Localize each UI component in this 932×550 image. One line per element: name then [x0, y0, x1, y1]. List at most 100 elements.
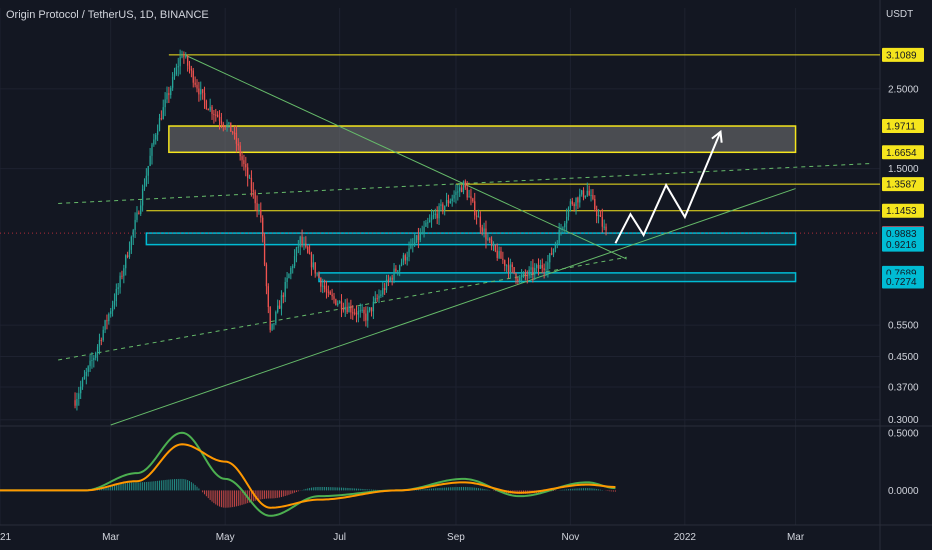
- candle-body: [459, 187, 461, 192]
- price-tick-label: 2.5000: [888, 84, 919, 95]
- candle-body: [254, 191, 256, 204]
- candle-body: [382, 288, 384, 295]
- candle-body: [247, 167, 249, 178]
- candle-body: [256, 203, 258, 211]
- price-tick-label: 1.5000: [888, 164, 919, 175]
- price-level-labels: 3.10891.97111.66541.35871.14530.99230.98…: [882, 47, 924, 289]
- candle-body: [462, 181, 465, 193]
- candle-body: [209, 106, 211, 111]
- candle-body: [353, 312, 356, 314]
- candle-body: [414, 242, 416, 245]
- candle-body: [203, 92, 206, 101]
- candle-body: [213, 113, 215, 115]
- candle-body: [308, 252, 311, 255]
- candle-body: [415, 235, 418, 243]
- candle-body: [586, 190, 588, 196]
- candle-body: [241, 156, 243, 161]
- candle-body: [522, 272, 525, 276]
- candle-body: [284, 282, 286, 297]
- time-tick-label: May: [216, 532, 235, 543]
- time-tick-label: Nov: [562, 532, 580, 543]
- candle-body: [106, 320, 108, 322]
- candle-body: [475, 215, 478, 218]
- time-tick-label: 2021: [0, 532, 12, 543]
- trendline: [185, 54, 627, 260]
- candle-body: [293, 256, 296, 267]
- candle-body: [95, 352, 97, 358]
- candle-body: [526, 275, 528, 277]
- candle-body: [111, 305, 114, 312]
- candle-body: [237, 143, 239, 146]
- time-tick-label: Sep: [447, 532, 465, 543]
- candle-body: [303, 243, 305, 245]
- candle-body: [479, 216, 481, 228]
- candle-body: [554, 244, 557, 249]
- candle-body: [322, 285, 324, 287]
- candle-body: [125, 255, 127, 269]
- candle-body: [327, 291, 330, 293]
- candle-body: [556, 243, 558, 245]
- candle-body: [389, 277, 391, 281]
- support-level-label: 0.7689: [886, 268, 917, 279]
- trendline: [110, 188, 796, 426]
- candle-body: [498, 251, 500, 258]
- candle-body: [374, 298, 376, 302]
- support-level-label: 0.9216: [886, 240, 917, 251]
- candle-body: [260, 209, 262, 218]
- candle-body: [243, 160, 245, 165]
- candle-body: [359, 310, 361, 312]
- candle-body: [113, 301, 116, 306]
- candle-body: [102, 329, 104, 341]
- candle-body: [245, 164, 247, 168]
- candle-body: [596, 209, 598, 217]
- candle-body: [350, 306, 352, 313]
- candle-body: [160, 118, 163, 120]
- candle-body: [156, 131, 159, 135]
- candle-body: [502, 258, 504, 261]
- candle-body: [222, 123, 224, 126]
- candle-body: [143, 185, 146, 189]
- candle-body: [96, 346, 99, 353]
- candle-body: [87, 366, 89, 372]
- candle-body: [81, 379, 84, 387]
- candle-body: [275, 311, 277, 324]
- candle-body: [295, 247, 298, 257]
- macd-tick-label: 0.5000: [888, 428, 919, 439]
- support-zone: [145, 232, 797, 246]
- candle-body: [434, 213, 436, 216]
- candle-body: [108, 313, 110, 322]
- candle-body: [126, 255, 129, 257]
- candle-body: [376, 298, 378, 300]
- candle-body: [83, 376, 86, 380]
- candle-body: [603, 226, 605, 228]
- candle-body: [466, 187, 468, 198]
- candle-body: [307, 246, 309, 253]
- candle-body: [489, 238, 491, 240]
- candle-body: [340, 301, 343, 310]
- candle-body: [579, 194, 581, 203]
- candle-body: [123, 268, 125, 277]
- candle-body: [534, 268, 536, 275]
- candle-body: [581, 190, 583, 195]
- dashed-trendline: [58, 163, 871, 204]
- candle-body: [519, 277, 521, 282]
- candle-body: [457, 191, 459, 193]
- candle-body: [447, 199, 450, 204]
- candle-body: [378, 295, 380, 299]
- candle-body: [421, 232, 423, 234]
- candle-body: [278, 305, 281, 309]
- candle-body: [541, 265, 543, 269]
- candle-body: [136, 212, 138, 220]
- candle-body: [280, 295, 283, 309]
- resistance-level-label: 1.6654: [886, 148, 917, 159]
- candle-body: [325, 289, 328, 292]
- candle-body: [357, 310, 360, 315]
- candle-body: [539, 265, 542, 269]
- candle-body: [98, 339, 101, 347]
- time-tick-label: 2022: [674, 532, 697, 543]
- candle-body: [567, 207, 570, 217]
- price-tick-label: 0.5500: [888, 321, 919, 332]
- candle-body: [104, 320, 106, 330]
- candle-body: [168, 93, 170, 96]
